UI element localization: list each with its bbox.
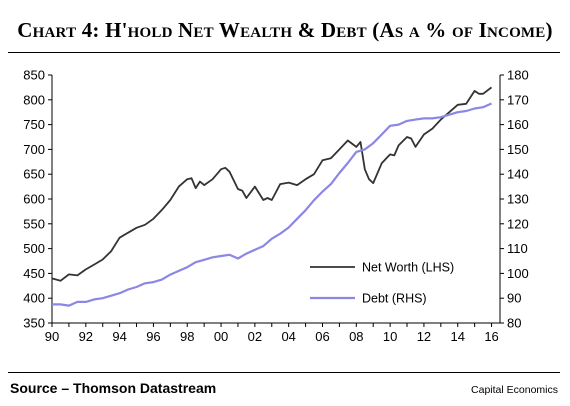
x-axis-tick-label: 92 [79,329,93,344]
x-axis-tick-label: 96 [146,329,160,344]
left-axis-tick-label: 850 [23,68,45,83]
left-axis-tick-label: 550 [23,216,45,231]
left-axis-tick-label: 350 [23,316,45,331]
right-axis-tick-label: 120 [507,216,529,231]
x-axis-tick-label: 08 [349,329,363,344]
x-axis-tick-label: 14 [451,329,465,344]
right-axis-tick-label: 150 [507,142,529,157]
debt-series-line [52,102,492,307]
legend-label-net-worth: Net Worth (LHS) [362,261,454,275]
left-axis-tick-label: 800 [23,92,45,107]
left-axis-tick-label: 700 [23,142,45,157]
title-divider [8,52,560,53]
x-axis-tick-label: 94 [112,329,126,344]
right-axis-tick-label: 170 [507,92,529,107]
left-axis-tick-label: 750 [23,117,45,132]
x-axis-tick-label: 12 [417,329,431,344]
credit-note: Capital Economics [471,384,558,396]
footer-divider [8,372,560,373]
chart-title: Chart 4: H'hold Net Wealth & Debt (As a … [17,18,553,42]
net-worth-series-line [51,86,493,282]
right-axis-tick-label: 80 [507,316,521,331]
left-axis-tick-label: 400 [23,291,45,306]
chart-axes: 3504004505005506006507007508008508090100… [23,68,528,345]
right-axis-tick-label: 140 [507,167,529,182]
series-layer [51,86,493,307]
x-axis-tick-label: 16 [484,329,498,344]
x-axis-tick-label: 06 [315,329,329,344]
left-axis-tick-label: 450 [23,266,45,281]
left-axis-tick-label: 500 [23,241,45,256]
chart-legend: Net Worth (LHS) Debt (RHS) [310,261,454,306]
x-axis-tick-label: 98 [180,329,194,344]
left-axis-tick-label: 600 [23,192,45,207]
legend-label-debt: Debt (RHS) [362,292,427,306]
x-axis-tick-label: 00 [214,329,228,344]
x-axis-tick-label: 90 [45,329,59,344]
source-note: Source – Thomson Datastream [10,380,217,396]
x-axis-tick-label: 02 [248,329,262,344]
right-axis-tick-label: 180 [507,68,529,83]
x-axis-tick-label: 10 [383,329,397,344]
left-axis-tick-label: 650 [23,167,45,182]
right-axis-tick-label: 90 [507,291,521,306]
x-axis-tick-label: 04 [281,329,295,344]
right-axis-tick-label: 160 [507,117,529,132]
right-axis-tick-label: 100 [507,266,529,281]
right-axis-tick-label: 110 [507,241,528,256]
right-axis-tick-label: 130 [507,192,529,207]
